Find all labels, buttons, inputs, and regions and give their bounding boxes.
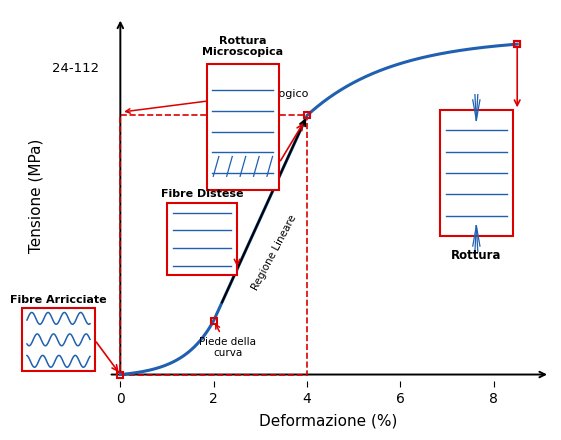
Bar: [167, 203, 237, 275]
Text: Fibre Arricciate: Fibre Arricciate: [10, 295, 107, 305]
Bar: [440, 110, 513, 236]
Text: Rottura
Microscopica: Rottura Microscopica: [203, 36, 283, 57]
Bar: [206, 64, 279, 190]
Text: Fibre Distese: Fibre Distese: [161, 190, 243, 199]
Text: Range Fisiologico: Range Fisiologico: [126, 89, 309, 113]
Y-axis label: Tensione (MPa): Tensione (MPa): [28, 139, 43, 253]
Text: Regione Lineare: Regione Lineare: [250, 213, 298, 292]
Text: Rottura: Rottura: [451, 249, 502, 262]
Bar: [22, 308, 95, 371]
X-axis label: Deformazione (%): Deformazione (%): [259, 414, 397, 429]
Bar: [121, 115, 307, 374]
Text: Piede della
curva: Piede della curva: [199, 325, 256, 358]
